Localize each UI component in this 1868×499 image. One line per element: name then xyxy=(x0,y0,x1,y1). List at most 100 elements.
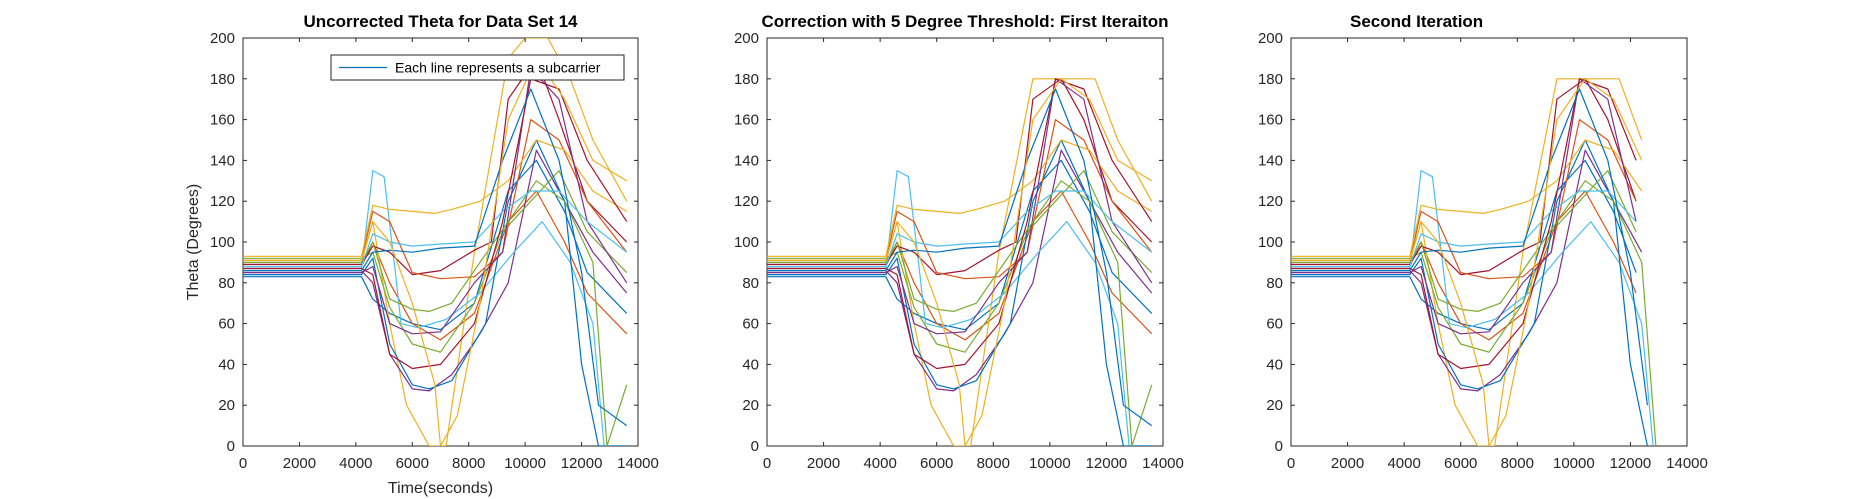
y-tick-label: 140 xyxy=(210,152,235,169)
x-tick-label: 12000 xyxy=(1086,455,1128,472)
x-tick-label: 4000 xyxy=(863,455,896,472)
series-line-15 xyxy=(767,88,1153,427)
x-tick-label: 6000 xyxy=(1444,455,1477,472)
chart-panel-3: 0 2000 4000 6000 8000 10000 12000 14000 0 20 40 60 8… xyxy=(1258,12,1708,472)
series-line-11 xyxy=(243,67,628,335)
y-tick-label: 100 xyxy=(1258,234,1283,251)
y-tick-label: 120 xyxy=(1258,193,1283,210)
series-line-16 xyxy=(243,57,628,446)
y-tick-label: 60 xyxy=(742,316,759,333)
series-line-13 xyxy=(243,190,628,268)
x-tick-label: 8000 xyxy=(1501,455,1534,472)
series-line-11 xyxy=(767,78,1153,335)
legend-label: Each line represents a subcarrier xyxy=(395,60,601,76)
x-axis-label: Time(seconds) xyxy=(388,480,493,497)
series-line-1 xyxy=(767,159,1153,331)
series-group xyxy=(767,78,1153,446)
chart-title: Second Iteration xyxy=(1350,12,1483,31)
series-line-3 xyxy=(767,78,1153,446)
chart-title: Uncorrected Theta for Data Set 14 xyxy=(304,12,579,31)
series-line-9 xyxy=(1291,118,1637,280)
x-tick-label: 8000 xyxy=(452,455,485,472)
x-tick-label: 8000 xyxy=(977,455,1010,472)
series-line-1 xyxy=(243,159,628,331)
chart-title: Correction with 5 Degree Threshold: Firs… xyxy=(761,12,1168,31)
x-tick-label: 10000 xyxy=(1029,455,1071,472)
series-line-14 xyxy=(767,78,1153,370)
x-tick-label: 2000 xyxy=(283,455,316,472)
x-tick-label: 12000 xyxy=(1610,455,1652,472)
y-tick-label: 100 xyxy=(734,234,759,251)
x-tick-label: 12000 xyxy=(561,455,603,472)
y-tick-label: 120 xyxy=(734,193,759,210)
y-tick-label: 140 xyxy=(734,152,759,169)
y-tick-label: 20 xyxy=(1266,397,1283,414)
y-tick-label: 160 xyxy=(1258,112,1283,129)
series-line-10 xyxy=(767,139,1153,257)
series-line-15 xyxy=(1291,88,1648,406)
series-line-16 xyxy=(1291,78,1643,446)
y-tick-label: 80 xyxy=(218,275,235,292)
series-line-13 xyxy=(1291,190,1637,268)
series-line-8 xyxy=(243,139,627,446)
x-tick-label: 14000 xyxy=(1666,455,1708,472)
axes-box xyxy=(242,37,639,447)
series-line-4 xyxy=(1291,149,1643,392)
y-tick-label: 80 xyxy=(742,275,759,292)
x-tick-label: 4000 xyxy=(339,455,372,472)
y-tick-label: 40 xyxy=(1266,356,1283,373)
series-line-12 xyxy=(1291,180,1657,446)
y-tick-label: 160 xyxy=(734,112,759,129)
x-tick-label: 6000 xyxy=(920,455,953,472)
y-tick-label: 180 xyxy=(734,71,759,88)
y-tick-label: 100 xyxy=(210,234,235,251)
series-line-16 xyxy=(767,78,1153,446)
series-group xyxy=(1291,78,1657,446)
series-line-2 xyxy=(1291,190,1637,341)
series-line-1 xyxy=(1291,159,1637,331)
series-line-7 xyxy=(243,57,628,276)
y-tick-label: 120 xyxy=(210,193,235,210)
x-tick-label: 4000 xyxy=(1387,455,1420,472)
axes-box xyxy=(1290,37,1688,447)
series-line-7 xyxy=(767,78,1153,276)
chart-panel-2: 0 2000 4000 6000 8000 10000 12000 14000 0 20 40 60 8… xyxy=(734,12,1184,472)
series-line-8 xyxy=(767,139,1152,446)
series-line-13 xyxy=(767,190,1153,268)
y-tick-label: 40 xyxy=(218,356,235,373)
y-tick-label: 0 xyxy=(227,438,235,455)
y-tick-label: 200 xyxy=(734,30,759,47)
y-tick-label: 180 xyxy=(1258,71,1283,88)
x-tick-label: 2000 xyxy=(1331,455,1364,472)
series-line-10 xyxy=(243,139,628,257)
y-tick-label: 60 xyxy=(1266,316,1283,333)
series-line-15 xyxy=(243,88,628,427)
series-line-6 xyxy=(1291,170,1654,446)
y-tick-label: 20 xyxy=(218,397,235,414)
legend: Each line represents a subcarrier xyxy=(330,54,625,81)
y-tick-label: 20 xyxy=(742,397,759,414)
x-tick-label: 0 xyxy=(239,455,247,472)
y-tick-label: 140 xyxy=(1258,152,1283,169)
y-tick-label: 160 xyxy=(210,112,235,129)
y-tick-label: 60 xyxy=(218,316,235,333)
chart-panel-1: 0 2000 4000 6000 8000 10000 12000 14000 0 20 40 60 8… xyxy=(185,12,659,497)
y-axis-label: Theta (Degrees) xyxy=(185,184,202,301)
x-tick-label: 0 xyxy=(1287,455,1295,472)
series-line-10 xyxy=(1291,139,1643,257)
y-tick-label: 40 xyxy=(742,356,759,373)
series-line-14 xyxy=(243,78,628,370)
x-tick-label: 10000 xyxy=(1553,455,1595,472)
x-tick-label: 2000 xyxy=(807,455,840,472)
x-tick-label: 0 xyxy=(763,455,771,472)
x-tick-label: 14000 xyxy=(1142,455,1184,472)
y-tick-label: 200 xyxy=(1258,30,1283,47)
x-tick-label: 14000 xyxy=(617,455,659,472)
y-tick-label: 0 xyxy=(1275,438,1283,455)
y-tick-label: 200 xyxy=(210,30,235,47)
y-tick-label: 80 xyxy=(1266,275,1283,292)
x-tick-label: 10000 xyxy=(504,455,546,472)
y-tick-label: 180 xyxy=(210,71,235,88)
y-tick-label: 0 xyxy=(751,438,759,455)
